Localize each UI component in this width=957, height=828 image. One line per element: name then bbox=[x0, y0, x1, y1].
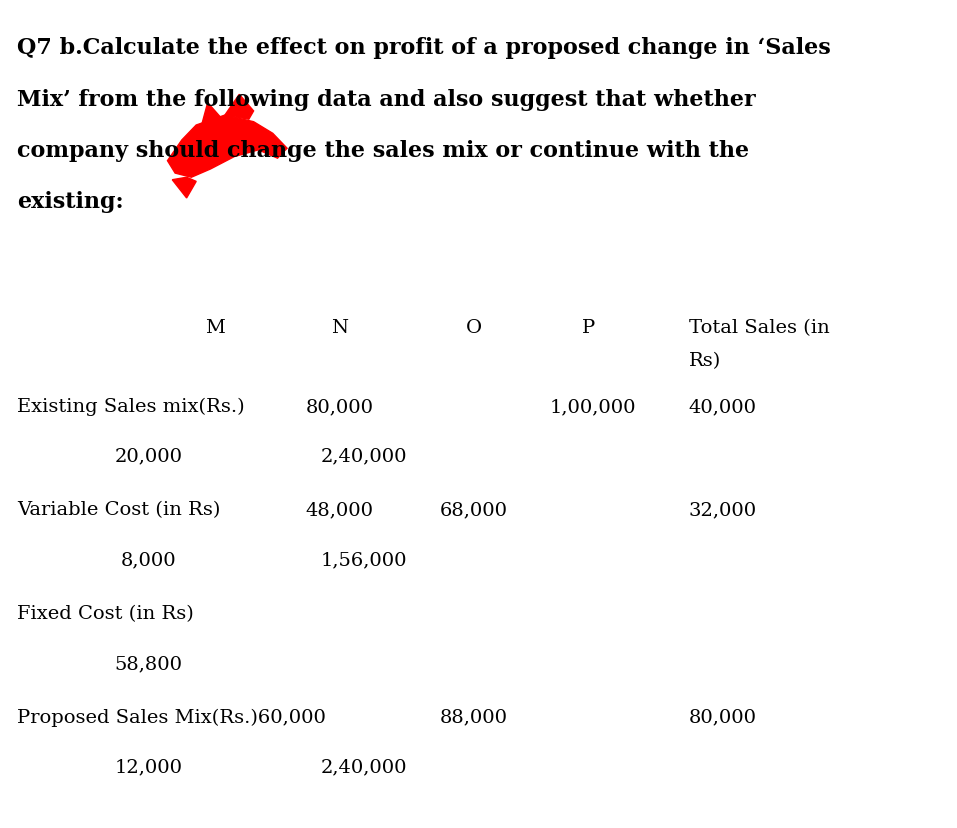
Text: O: O bbox=[466, 319, 481, 337]
Text: Rs): Rs) bbox=[689, 352, 722, 370]
Text: 32,000: 32,000 bbox=[688, 501, 757, 519]
Text: 8,000: 8,000 bbox=[121, 551, 176, 569]
Text: 20,000: 20,000 bbox=[114, 447, 183, 465]
Text: 68,000: 68,000 bbox=[439, 501, 508, 519]
Text: Existing Sales mix(Rs.): Existing Sales mix(Rs.) bbox=[17, 397, 245, 416]
Text: Total Sales (in: Total Sales (in bbox=[689, 319, 830, 337]
Text: Variable Cost (in Rs): Variable Cost (in Rs) bbox=[17, 501, 221, 519]
Text: Mix’ from the following data and also suggest that whether: Mix’ from the following data and also su… bbox=[17, 89, 756, 111]
Text: 88,000: 88,000 bbox=[439, 708, 508, 726]
Text: 48,000: 48,000 bbox=[305, 501, 374, 519]
Text: 12,000: 12,000 bbox=[114, 758, 183, 776]
Text: 80,000: 80,000 bbox=[305, 397, 374, 416]
Text: Q7 b.Calculate the effect on profit of a proposed change in ‘Sales: Q7 b.Calculate the effect on profit of a… bbox=[17, 37, 831, 60]
Text: 80,000: 80,000 bbox=[688, 708, 757, 726]
Text: 2,40,000: 2,40,000 bbox=[321, 758, 407, 776]
Text: P: P bbox=[582, 319, 595, 337]
Text: M: M bbox=[206, 319, 225, 337]
Text: 1,00,000: 1,00,000 bbox=[550, 397, 636, 416]
Text: existing:: existing: bbox=[17, 191, 123, 214]
Text: 40,000: 40,000 bbox=[688, 397, 757, 416]
Text: Proposed Sales Mix(Rs.)60,000: Proposed Sales Mix(Rs.)60,000 bbox=[17, 708, 326, 726]
Text: Fixed Cost (in Rs): Fixed Cost (in Rs) bbox=[17, 604, 194, 623]
Polygon shape bbox=[225, 95, 254, 120]
Polygon shape bbox=[167, 116, 287, 178]
Polygon shape bbox=[172, 178, 196, 199]
Text: N: N bbox=[331, 319, 348, 337]
Polygon shape bbox=[201, 104, 220, 128]
Text: company should change the sales mix or continue with the: company should change the sales mix or c… bbox=[17, 140, 749, 162]
Text: 2,40,000: 2,40,000 bbox=[321, 447, 407, 465]
Text: 58,800: 58,800 bbox=[114, 654, 183, 672]
Text: 1,56,000: 1,56,000 bbox=[321, 551, 407, 569]
